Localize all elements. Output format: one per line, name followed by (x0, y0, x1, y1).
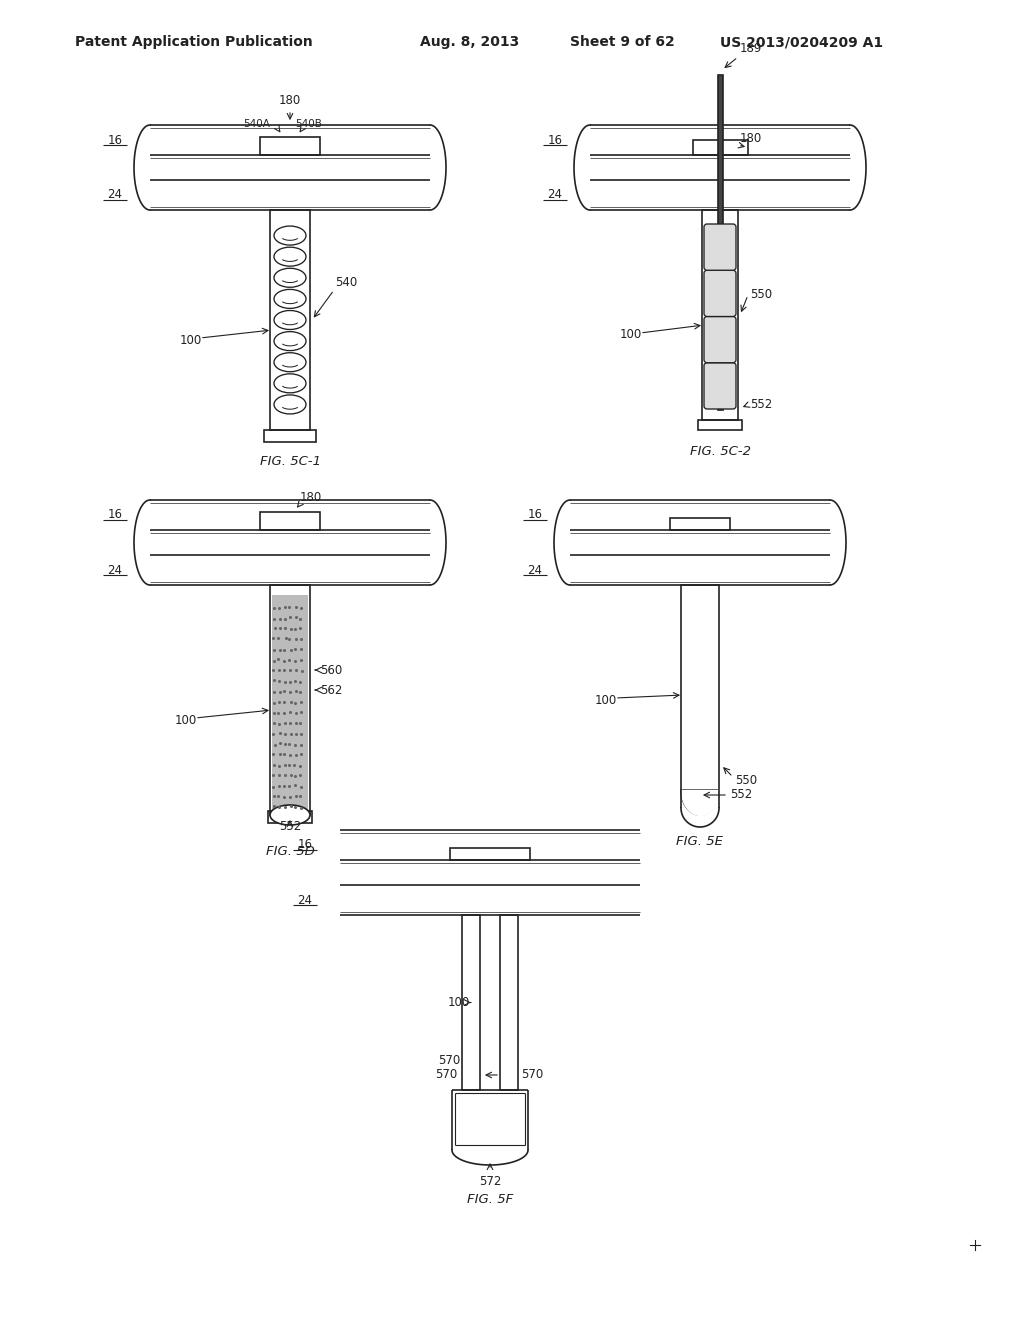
Text: 562: 562 (319, 684, 342, 697)
Text: 540A: 540A (243, 119, 270, 129)
Text: 189: 189 (740, 42, 763, 55)
Text: 16: 16 (298, 838, 312, 851)
Bar (702, 210, 738, 420)
Text: 24: 24 (548, 189, 562, 202)
Text: 16: 16 (108, 508, 123, 521)
Text: 180: 180 (279, 94, 301, 107)
Text: FIG. 5C-1: FIG. 5C-1 (259, 455, 321, 469)
Bar (681, 585, 719, 789)
Text: 24: 24 (527, 564, 543, 577)
Text: 552: 552 (750, 399, 772, 412)
Text: 570: 570 (435, 1068, 457, 1081)
Text: 100: 100 (595, 693, 617, 706)
Bar (260, 137, 319, 154)
Bar (450, 847, 530, 861)
Text: 570: 570 (437, 1053, 460, 1067)
Text: FIG. 5F: FIG. 5F (467, 1193, 513, 1206)
Text: 24: 24 (108, 189, 123, 202)
Text: 24: 24 (298, 894, 312, 907)
Text: Patent Application Publication: Patent Application Publication (75, 36, 312, 49)
Text: 550: 550 (750, 289, 772, 301)
Text: 180: 180 (740, 132, 762, 145)
Bar (693, 140, 748, 154)
Bar (698, 420, 742, 430)
Text: 540: 540 (335, 276, 357, 289)
Text: 16: 16 (527, 508, 543, 521)
Text: 100: 100 (620, 329, 642, 342)
Text: Sheet 9 of 62: Sheet 9 of 62 (570, 36, 675, 49)
Text: US 2013/0204209 A1: US 2013/0204209 A1 (720, 36, 883, 49)
Text: 100: 100 (175, 714, 198, 726)
Text: 560: 560 (319, 664, 342, 676)
Text: 24: 24 (108, 564, 123, 577)
Text: 16: 16 (108, 133, 123, 147)
Text: 572: 572 (479, 1175, 501, 1188)
Text: 180: 180 (300, 491, 323, 504)
Text: Aug. 8, 2013: Aug. 8, 2013 (420, 36, 519, 49)
Bar (272, 595, 308, 810)
Bar (718, 75, 723, 411)
FancyBboxPatch shape (705, 224, 736, 271)
Text: 570: 570 (521, 1068, 544, 1081)
Bar (260, 512, 319, 531)
Bar (264, 430, 316, 442)
Text: 100: 100 (180, 334, 203, 346)
Ellipse shape (270, 805, 310, 825)
Text: 540B: 540B (295, 119, 322, 129)
Bar (500, 915, 518, 1090)
Text: FIG. 5E: FIG. 5E (677, 836, 724, 847)
Text: 552: 552 (279, 820, 301, 833)
FancyBboxPatch shape (705, 271, 736, 317)
Bar (670, 517, 730, 531)
Text: 550: 550 (735, 774, 757, 787)
Text: 16: 16 (548, 133, 562, 147)
Text: FIG. 5D: FIG. 5D (265, 845, 314, 858)
FancyBboxPatch shape (705, 363, 736, 409)
Bar (462, 915, 480, 1090)
Bar (270, 210, 310, 430)
Text: 552: 552 (730, 788, 753, 801)
Bar (270, 585, 310, 814)
Bar (268, 810, 312, 822)
Text: 100: 100 (447, 997, 470, 1008)
Text: FIG. 5C-2: FIG. 5C-2 (689, 445, 751, 458)
FancyBboxPatch shape (705, 317, 736, 363)
